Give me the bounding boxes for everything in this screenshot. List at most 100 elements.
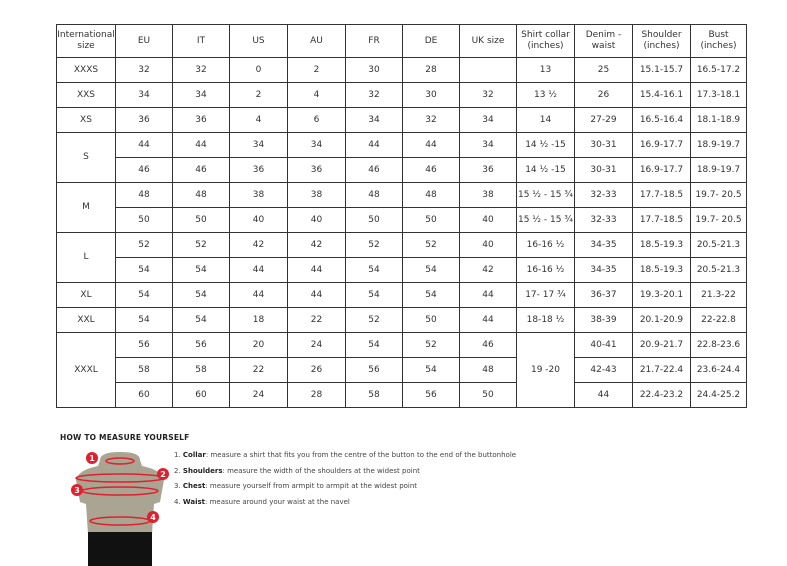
- table-cell: 13 ½: [516, 82, 575, 108]
- size-label-cell: XXXL: [56, 332, 116, 408]
- table-cell: 40: [459, 232, 517, 258]
- size-label-cell: XXL: [56, 307, 116, 333]
- table-cell: 54: [402, 282, 460, 308]
- table-cell: 18: [229, 307, 288, 333]
- table-cell: 14 ½ -15: [516, 157, 575, 183]
- table-cell: 28: [287, 382, 346, 408]
- table-cell: 42: [229, 232, 288, 258]
- table-cell: 22.4-23.2: [632, 382, 691, 408]
- marker-4-icon: [147, 511, 159, 523]
- table-cell: 54: [345, 257, 403, 283]
- table-cell: 54: [172, 257, 230, 283]
- table-cell: 32: [402, 107, 460, 133]
- table-cell: 20.9-21.7: [632, 332, 691, 358]
- table-cell: 32: [115, 57, 173, 83]
- column-header: International size: [56, 24, 116, 58]
- table-cell: 50: [459, 382, 517, 408]
- table-cell: 46: [402, 157, 460, 183]
- table-cell: 46: [459, 332, 517, 358]
- table-cell: 16-16 ½: [516, 232, 575, 258]
- table-cell: 36: [229, 157, 288, 183]
- column-header: IT: [172, 24, 230, 58]
- table-cell: 16.9-17.7: [632, 157, 691, 183]
- table-cell: 46: [172, 157, 230, 183]
- table-cell: 36: [459, 157, 517, 183]
- table-cell: 44: [459, 307, 517, 333]
- table-cell: 6: [287, 107, 346, 133]
- marker-3-icon: [71, 484, 83, 496]
- table-cell: 17- 17 ¾: [516, 282, 575, 308]
- size-label-cell: XXXS: [56, 57, 116, 83]
- table-cell: 36: [287, 157, 346, 183]
- table-cell: 4: [229, 107, 288, 133]
- table-cell: 24.4-25.2: [690, 382, 747, 408]
- table-cell: 52: [345, 232, 403, 258]
- svg-text:4: 4: [150, 513, 156, 522]
- size-label-cell: XL: [56, 282, 116, 308]
- table-cell: 4: [287, 82, 346, 108]
- svg-text:2: 2: [160, 470, 166, 479]
- step-waist: 4. Waist: measure around your waist at t…: [174, 497, 350, 506]
- table-cell: 20: [229, 332, 288, 358]
- table-cell: 56: [345, 357, 403, 383]
- table-row: XXS 34 34 2 4 32 30 32 13 ½ 26 15.4-16.1 17.3-18.1: [56, 82, 747, 108]
- table-cell: 36: [172, 107, 230, 133]
- marker-2-icon: [157, 468, 169, 480]
- table-cell: 48: [115, 182, 173, 208]
- header-row: International size EU IT US AU FR DE UK size Shi…: [56, 24, 747, 58]
- table-cell: 44: [287, 257, 346, 283]
- table-cell: 15 ½ - 15 ¾: [516, 182, 575, 208]
- table-cell: 18.9-19.7: [690, 157, 747, 183]
- table-cell: 16-16 ½: [516, 257, 575, 283]
- table-cell: 40: [287, 207, 346, 233]
- table-cell: 15 ½ - 15 ¾: [516, 207, 575, 233]
- table-cell: 22-22.8: [690, 307, 747, 333]
- table-cell: 20.5-21.3: [690, 232, 747, 258]
- torso-shape: [76, 452, 164, 534]
- column-header: Shirt collar (inches): [516, 24, 575, 58]
- table-cell: 56: [402, 382, 460, 408]
- step-chest: 3. Chest: measure yourself from armpit t…: [174, 482, 418, 490]
- table-cell: 36-37: [574, 282, 633, 308]
- table-row: XXL 54 54 18 22 52 50 44 18-18 ½ 38-39 20.1-20.9 22…: [56, 307, 747, 333]
- table-cell: 58: [345, 382, 403, 408]
- table-cell: 44: [172, 132, 230, 158]
- table-cell: 16.9-17.7: [632, 132, 691, 158]
- table-cell: 44: [345, 132, 403, 158]
- table-cell: 50: [402, 307, 460, 333]
- shorts-shape: [88, 532, 152, 566]
- table-cell: 32-33: [574, 182, 633, 208]
- table-cell: 48: [345, 182, 403, 208]
- table-cell: 18.9-19.7: [690, 132, 747, 158]
- table-cell: 54: [115, 257, 173, 283]
- column-header: Denim - waist: [574, 24, 633, 58]
- table-cell: 19.7- 20.5: [690, 207, 747, 233]
- table-cell: 34-35: [574, 232, 633, 258]
- table-cell: 30-31: [574, 132, 633, 158]
- size-label-cell: XXS: [56, 82, 116, 108]
- table-cell: 50: [402, 207, 460, 233]
- table-cell: 2: [229, 82, 288, 108]
- step-collar: 1. Collar: measure a shirt that fits you…: [174, 451, 517, 459]
- table-cell: 21.3-22: [690, 282, 747, 308]
- table-cell: 14: [516, 107, 575, 133]
- table-cell: 30-31: [574, 157, 633, 183]
- table-cell: 40: [459, 207, 517, 233]
- table-cell: 18.5-19.3: [632, 257, 691, 283]
- table-cell: 52: [402, 332, 460, 358]
- table-cell: 52: [402, 232, 460, 258]
- table-cell: 52: [172, 232, 230, 258]
- table-cell: 48: [172, 182, 230, 208]
- guide-title: HOW TO MEASURE YOURSELF: [60, 433, 190, 442]
- table-cell: 56: [172, 332, 230, 358]
- table-cell: 32: [172, 57, 230, 83]
- table-cell: 38: [287, 182, 346, 208]
- table-cell: 54: [172, 282, 230, 308]
- table-cell: 54: [402, 257, 460, 283]
- table-row: XXXS 32 32 0 2 30 28 13 25 15.1-15.7 16.5-17.2: [56, 57, 747, 83]
- svg-text:1: 1: [89, 454, 95, 463]
- column-header: AU: [287, 24, 346, 58]
- table-cell: 16.5-17.2: [690, 57, 747, 83]
- table-cell: 24: [229, 382, 288, 408]
- table-cell: 32-33: [574, 207, 633, 233]
